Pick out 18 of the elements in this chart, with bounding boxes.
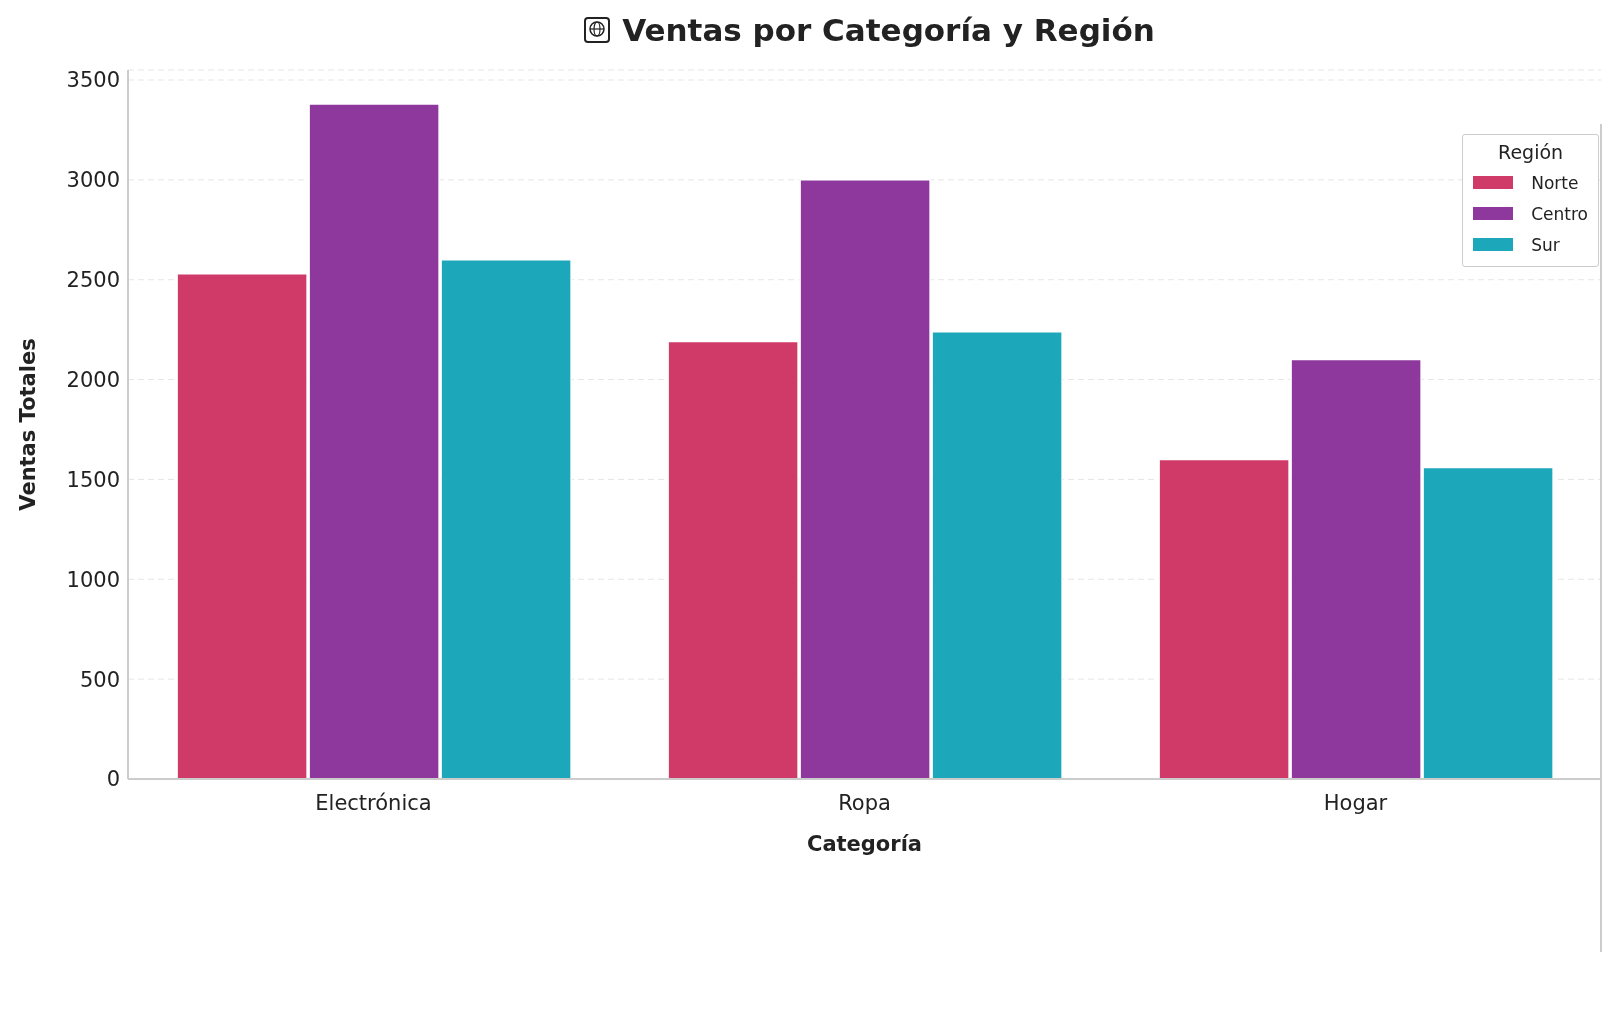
legend-title: Región bbox=[1497, 141, 1565, 163]
legend-label: Centro bbox=[1531, 203, 1588, 224]
x-tick-label: Electrónica bbox=[315, 790, 432, 815]
y-axis-title: Ventas Totales bbox=[16, 338, 41, 511]
x-axis-title: Categoría bbox=[806, 832, 923, 856]
y-tick-label: 1500 bbox=[66, 467, 120, 492]
x-tick-label: Hogar bbox=[1323, 790, 1388, 815]
y-tick-label: 500 bbox=[79, 667, 120, 692]
x-tick-label: Ropa bbox=[838, 790, 891, 815]
y-tick-label: 2500 bbox=[66, 268, 120, 293]
y-tick-label: 0 bbox=[106, 767, 120, 792]
y-tick-label: 3000 bbox=[66, 168, 120, 193]
legend-label: Sur bbox=[1531, 234, 1560, 255]
y-tick-label: 3500 bbox=[66, 68, 120, 93]
chart-title: Ventas por Categoría y Región bbox=[622, 12, 1155, 48]
y-tick-label: 2000 bbox=[66, 368, 120, 393]
y-tick-label: 1000 bbox=[66, 567, 120, 592]
legend-label: Norte bbox=[1531, 172, 1579, 193]
